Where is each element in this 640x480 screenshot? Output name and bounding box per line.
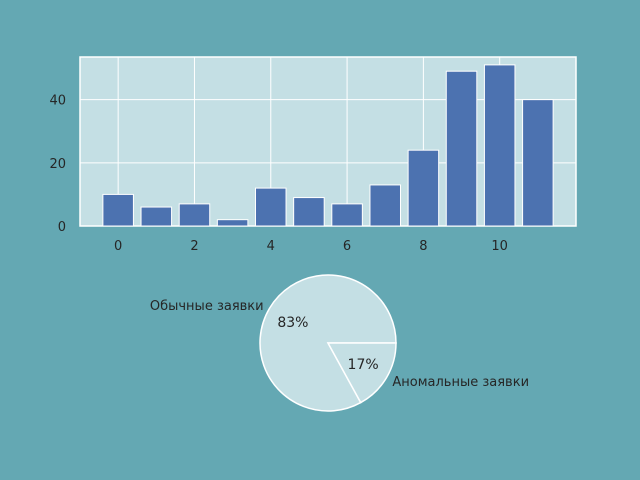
bar-4 [255,187,287,227]
y-tick-label: 0 [58,220,66,235]
x-tick-label: 2 [190,239,198,254]
bar-2 [178,203,211,227]
pie-slice-percentage: 83% [277,315,308,331]
pie-chart: Обычные заявки 83% Аномальные заявки 17% [150,274,529,412]
pie-chart-slices [259,274,397,412]
pie-slice-label: Аномальные заявки [392,375,529,390]
x-tick-label: 10 [491,239,508,254]
y-tick-label: 40 [49,94,66,109]
bar-9 [445,70,478,227]
bar-chart-x-tick-labels: 0 2 4 6 8 10 [114,239,508,254]
x-tick-label: 8 [419,239,427,254]
bar-10 [483,64,516,227]
pie-slice-percentage: 17% [348,357,379,373]
x-tick-label: 6 [343,239,351,254]
pie-chart-labels: Обычные заявки 83% Аномальные заявки 17% [150,299,529,390]
pie-slice-0 [259,274,397,412]
x-tick-label: 0 [114,239,122,254]
bar-5 [293,197,325,227]
bar-chart-y-tick-labels: 0 20 40 [49,94,66,235]
pie-slice-1 [326,342,397,404]
bar-3 [216,219,249,227]
bar-chart-bars [102,64,554,227]
bar-8 [407,149,440,227]
pie-slice-label: Обычные заявки [150,299,264,314]
bar-6 [331,203,363,227]
bar-0 [102,193,134,227]
x-tick-label: 4 [267,239,275,254]
y-tick-label: 20 [49,157,66,172]
bar-11 [522,99,554,227]
bar-7 [369,184,401,227]
bar-chart: 0 2 4 6 8 10 0 20 40 [49,56,577,254]
bar-1 [140,206,173,227]
